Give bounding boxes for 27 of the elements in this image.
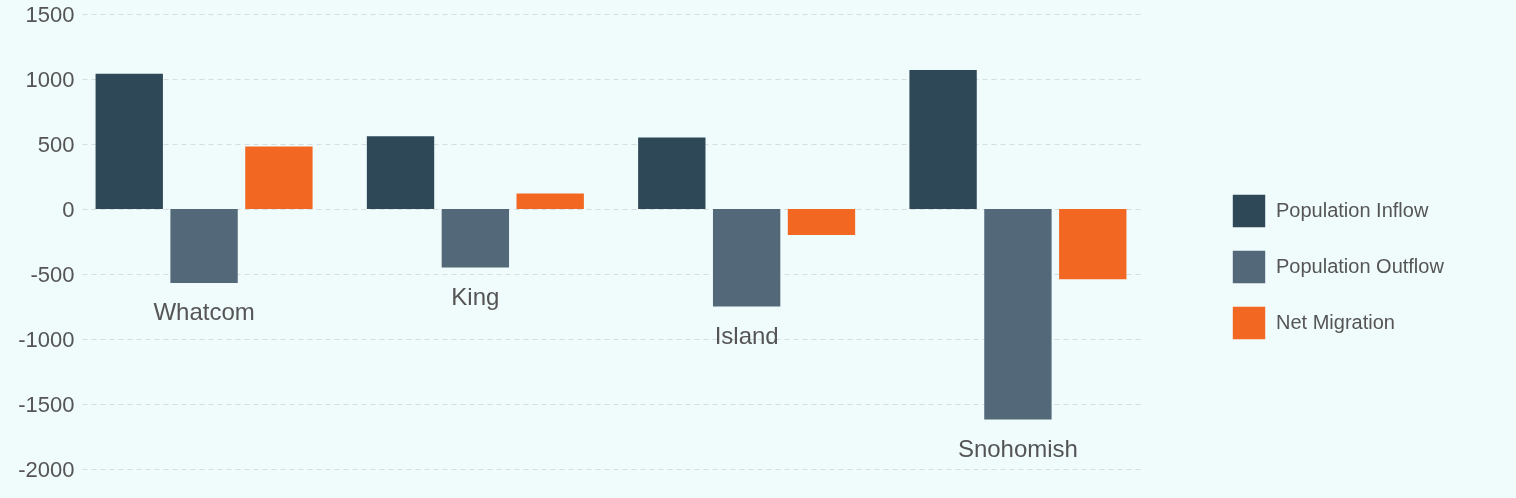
bar	[516, 193, 584, 209]
bar	[787, 209, 856, 235]
bar	[170, 209, 238, 284]
x-tick-label: King	[451, 282, 500, 310]
y-tick-label: 1500	[25, 1, 75, 27]
y-tick-label: -1000	[18, 326, 75, 352]
bar	[245, 146, 313, 209]
legend-label: Net Migration	[1276, 311, 1395, 333]
y-tick-label: -500	[30, 261, 75, 287]
bar	[909, 69, 977, 209]
y-tick-label: 0	[62, 196, 75, 222]
legend-label: Population Outflow	[1276, 255, 1445, 277]
bar	[638, 137, 706, 209]
y-tick-label: 1000	[25, 66, 75, 92]
y-tick-label: 500	[37, 131, 75, 157]
bar	[441, 209, 510, 268]
x-tick-label: Snohomish	[957, 434, 1078, 462]
y-tick-label: -2000	[18, 456, 75, 482]
x-tick-label: Whatcom	[153, 298, 255, 326]
y-tick-label: -1500	[18, 391, 75, 417]
x-tick-label: Island	[714, 321, 779, 349]
bar	[712, 209, 781, 307]
bar	[1059, 209, 1127, 280]
bar	[95, 73, 163, 209]
bar	[366, 136, 435, 209]
legend-label: Population Inflow	[1276, 199, 1429, 221]
bar	[984, 209, 1052, 420]
